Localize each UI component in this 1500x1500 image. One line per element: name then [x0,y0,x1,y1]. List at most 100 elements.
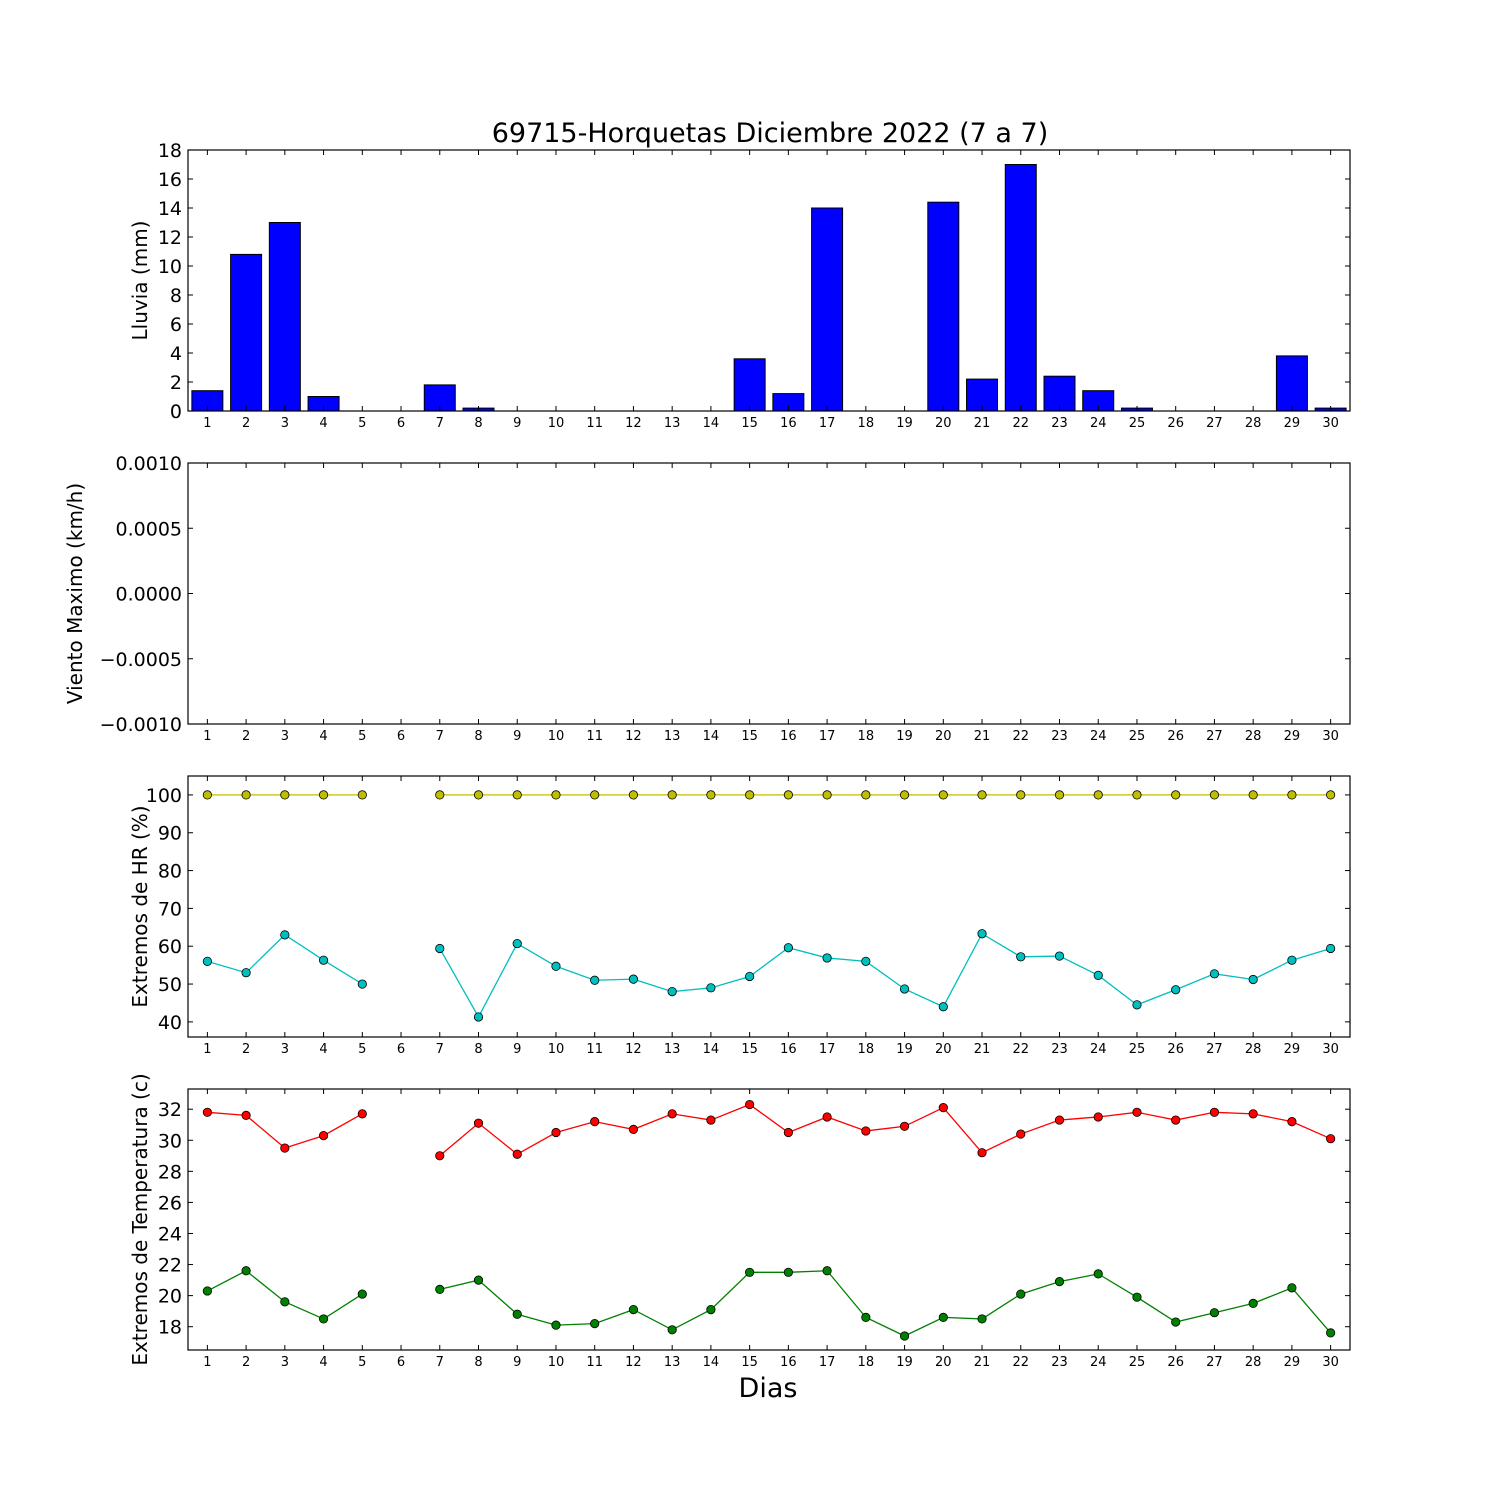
data-point [202,1107,212,1117]
data-point [783,943,793,953]
data-point [745,971,755,982]
x-tick-label: 24 [1090,729,1107,744]
x-tick-label: 4 [319,1355,327,1370]
x-tick-label: 12 [625,1042,642,1057]
x-tick-label: 8 [474,1042,482,1057]
data-point [822,953,832,963]
axes-frame [187,775,1351,1038]
y-tick-label: 28 [158,1161,182,1183]
y-tick-label: 6 [170,314,182,336]
y-tick-label: 30 [158,1130,182,1152]
x-tick-label: 23 [1051,1355,1068,1370]
x-tick-label: 22 [1012,1042,1029,1057]
data-point [1248,1298,1258,1308]
y-tick-label: 0 [170,401,182,423]
x-tick-label: 7 [436,729,444,744]
data-point [822,790,832,800]
x-tick-label: 11 [586,729,603,744]
x-tick-label: 10 [548,416,565,431]
y-tick-label: 18 [158,140,182,162]
x-tick-label: 6 [397,1355,405,1370]
data-point [241,968,251,978]
data-point [512,790,522,800]
y-tick-label: 16 [158,169,182,191]
axes-frame [187,149,1351,412]
data-point [473,1118,484,1128]
data-point [1287,1283,1297,1293]
y-tick-label: 32 [158,1099,182,1121]
x-axis-label: Dias [739,1373,798,1404]
data-point [357,979,367,989]
data-point [1132,1292,1142,1302]
data-point [512,1309,522,1319]
data-point [783,790,793,800]
x-tick-label: 21 [974,729,991,744]
y-tick-label: 80 [158,861,182,883]
x-tick-label: 20 [935,1042,952,1057]
x-tick-label: 20 [935,1355,952,1370]
x-tick-label: 5 [358,1355,366,1370]
data-point [783,1267,793,1277]
x-tick-label: 7 [436,1042,444,1057]
data-point [202,1286,212,1296]
data-point [512,1149,522,1159]
bar [966,378,999,412]
data-point [590,975,600,985]
x-tick-label: 8 [474,729,482,744]
x-tick-label: 7 [436,416,444,431]
y-tick-label: 8 [170,285,182,307]
bar [1275,355,1308,412]
y-tick-label: 2 [170,372,182,394]
data-point [1054,1115,1065,1125]
x-tick-label: 25 [1129,1355,1146,1370]
series-line [439,932,1331,1019]
data-point [977,1314,987,1324]
x-tick-label: 6 [397,729,405,744]
data-point [435,1151,445,1161]
x-tick-label: 24 [1090,1355,1107,1370]
x-tick-label: 2 [242,1355,250,1370]
data-point [667,1325,677,1335]
x-tick-label: 3 [281,1355,289,1370]
x-tick-label: 11 [586,416,603,431]
data-point [318,955,329,965]
data-point [667,987,677,997]
data-point [280,930,290,940]
y-tick-label: 60 [158,936,182,958]
x-tick-label: 29 [1284,1355,1301,1370]
data-point [280,1143,290,1153]
x-tick-label: 10 [548,729,565,744]
bar [927,201,960,412]
data-point [1248,790,1258,800]
x-tick-label: 21 [974,416,991,431]
data-point [357,1109,367,1119]
data-point [861,1126,871,1136]
data-point [318,1131,329,1141]
x-tick-label: 18 [858,729,875,744]
data-point [1287,1117,1297,1127]
data-point [1209,1107,1220,1117]
data-point [1209,1308,1220,1318]
data-point [745,1099,755,1110]
y-tick-label: 26 [158,1192,182,1214]
x-tick-label: 29 [1284,416,1301,431]
x-tick-label: 2 [242,1042,250,1057]
y-tick-label: 50 [158,974,182,996]
y-tick-label: 22 [158,1255,182,1277]
axes-frame [187,1088,1351,1351]
data-point [1132,790,1142,800]
data-point [628,974,639,984]
x-tick-label: 30 [1322,1042,1339,1057]
x-tick-label: 1 [203,416,211,431]
x-tick-label: 26 [1167,1042,1184,1057]
data-point [1093,970,1103,980]
y-tick-label: 4 [170,343,182,365]
x-tick-label: 28 [1245,416,1262,431]
data-point [1209,790,1220,800]
data-point [977,1148,987,1158]
x-tick-label: 14 [703,416,720,431]
data-point [977,929,987,939]
data-point [628,790,639,800]
data-point [435,1284,445,1295]
